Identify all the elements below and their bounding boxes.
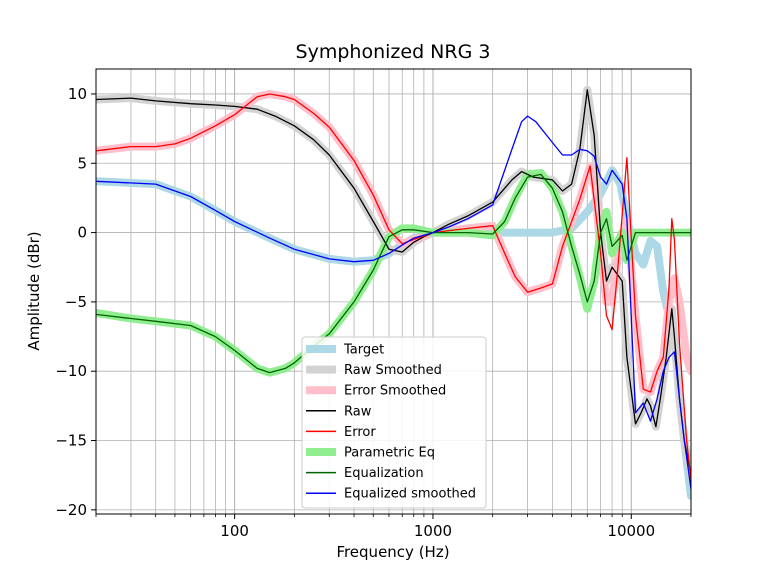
y-tick-label: −5	[65, 293, 87, 311]
y-tick-label: 10	[68, 85, 87, 103]
legend: Target Raw Smoothed Error Smoothed Raw Error…	[301, 336, 487, 509]
legend-label: Raw	[344, 404, 372, 419]
chart-title: Symphonized NRG 3	[296, 41, 491, 63]
x-tick-label: 10000	[607, 522, 655, 540]
y-tick-label: −20	[55, 501, 87, 519]
y-tick-label: 0	[77, 224, 87, 242]
y-tick-label: −10	[55, 362, 87, 380]
series-line-equalization	[96, 173, 691, 374]
legend-label: Error	[344, 425, 376, 440]
legend-label: Equalized smoothed	[344, 487, 476, 502]
legend-frame	[301, 336, 487, 509]
x-tick-label: 1000	[414, 522, 452, 540]
x-axis-label: Frequency (Hz)	[336, 543, 449, 561]
legend-label: Target	[343, 343, 384, 358]
series-line-equalized-smoothed	[96, 115, 691, 490]
legend-label: Error Smoothed	[344, 384, 446, 399]
x-tick-label: 100	[220, 522, 249, 540]
y-tick-label: −15	[55, 432, 87, 450]
plot-frame	[95, 68, 692, 515]
legend-label: Raw Smoothed	[344, 363, 442, 378]
legend-label: Parametric Eq	[344, 446, 435, 461]
series-layer	[96, 85, 691, 500]
legend-label: Equalization	[344, 466, 424, 481]
y-axis-label: Amplitude (dBr)	[25, 231, 43, 350]
series-line-error	[96, 93, 691, 480]
axis-ticks: 100 1000 10000 10 5 0 −5 −10 −15 −20	[55, 85, 692, 540]
y-tick-label: 5	[77, 154, 87, 172]
